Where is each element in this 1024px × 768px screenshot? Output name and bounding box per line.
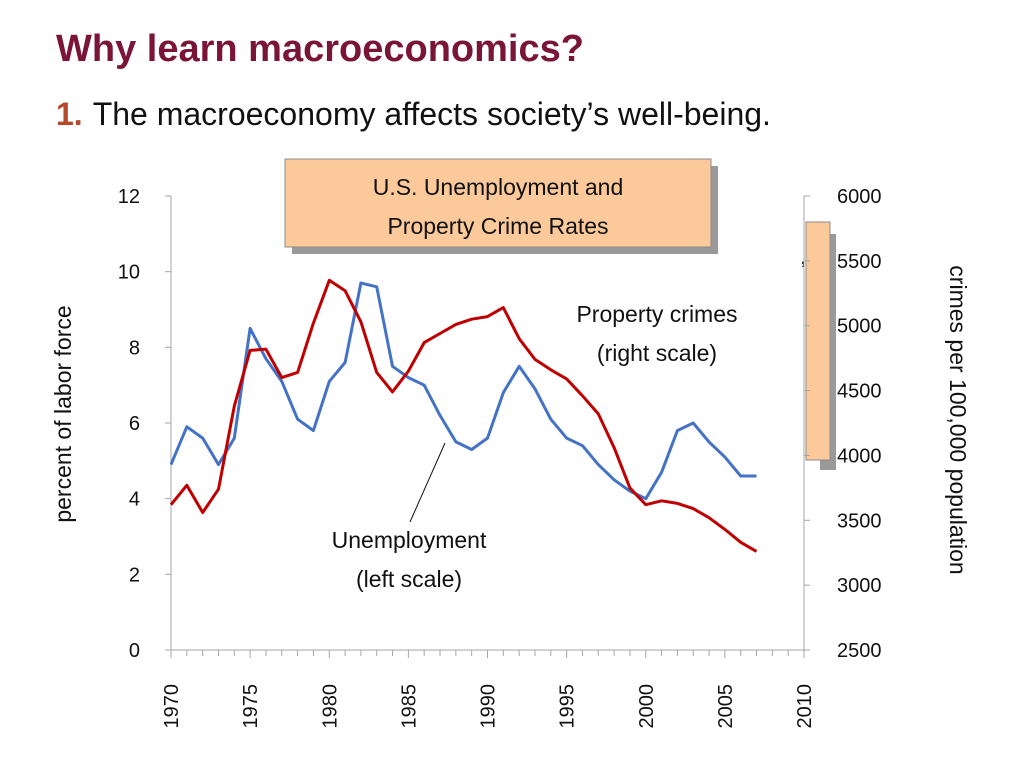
series-layer — [169, 278, 758, 553]
right-axis-title: crimes per 100,000 population — [945, 265, 971, 574]
left-tick-label: 4 — [129, 489, 140, 511]
right-tick-label: 3000 — [837, 575, 882, 597]
x-tick-label: 1975 — [240, 684, 262, 729]
left-tick-label: 2 — [129, 564, 140, 586]
chart-axes — [165, 195, 810, 658]
left-tick-labels: 0 2 4 6 8 10 12 — [118, 186, 140, 662]
point-number: 1. — [56, 96, 83, 132]
chart-title-line-1: U.S. Unemployment and — [373, 174, 624, 200]
x-tick-label: 2010 — [794, 684, 816, 729]
right-tick-labels: 2500 3000 3500 4000 4500 5000 5500 6000 — [837, 186, 882, 662]
right-tick-label: 6000 — [837, 186, 882, 208]
left-tick-label: 10 — [118, 262, 140, 284]
right-tick-label: 5500 — [837, 251, 882, 273]
property-crimes-series-line — [169, 278, 758, 553]
left-tick-label: 6 — [129, 413, 140, 435]
point-text: The macroeconomy affects society’s well-… — [92, 96, 771, 132]
left-axis-title: percent of labor force — [50, 305, 76, 522]
unemployment-scale-label: (left scale) — [356, 566, 462, 592]
x-tick-labels: 1970 1975 1980 1985 1990 1995 2000 2005 2010 — [161, 684, 816, 729]
unemployment-leader-line — [409, 442, 446, 523]
left-tick-label: 8 — [129, 337, 140, 359]
property-crimes-label: Property crimes — [576, 301, 737, 327]
slide-title: Why learn macroeconomics? — [56, 28, 584, 70]
left-tick-label: 0 — [129, 640, 140, 662]
right-tick-label: 2500 — [837, 640, 882, 662]
x-tick-label: 1970 — [161, 684, 183, 729]
chart-title-box: U.S. Unemployment and Property Crime Rat… — [284, 158, 718, 254]
slide-subtitle: 1. The macroeconomy affects society’s wel… — [56, 96, 771, 133]
right-tick-label: 5000 — [837, 316, 882, 338]
x-tick-label: 1980 — [319, 684, 341, 729]
x-tick-label: 2005 — [715, 684, 737, 729]
x-tick-label: 1990 — [478, 684, 500, 729]
x-tick-label: 1985 — [398, 684, 420, 729]
left-tick-label: 12 — [118, 186, 140, 208]
x-tick-label: 1995 — [557, 684, 579, 729]
right-tick-label: 3500 — [837, 510, 882, 532]
right-tick-label: 4500 — [837, 381, 882, 403]
unemployment-label: Unemployment — [332, 527, 487, 553]
chart-title-line-2: Property Crime Rates — [387, 213, 608, 239]
property-crimes-scale-label: (right scale) — [597, 340, 717, 366]
hidden-label-box: , — [800, 221, 836, 470]
unemployment-series-line — [169, 281, 757, 501]
right-tick-label: 4000 — [837, 445, 882, 467]
x-tick-label: 2000 — [636, 684, 658, 729]
hidden-box-glyph: , — [800, 243, 806, 269]
